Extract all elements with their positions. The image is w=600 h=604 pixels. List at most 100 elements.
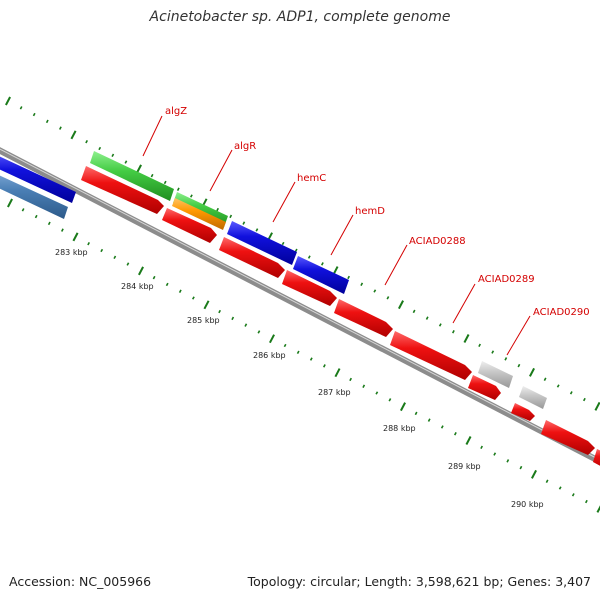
feature-algR-orange xyxy=(172,198,226,230)
topology-text: Topology: circular; Length: 3,598,621 bp… xyxy=(247,574,591,589)
feature-blue-left xyxy=(0,156,76,203)
major-tick xyxy=(334,368,341,378)
minor-tick xyxy=(571,493,575,497)
minor-tick xyxy=(242,221,246,225)
gene-label-ACIAD0288: ACIAD0288 xyxy=(409,236,466,247)
major-tick xyxy=(594,401,600,411)
major-tick xyxy=(529,367,535,377)
minor-tick xyxy=(100,248,104,253)
minor-tick xyxy=(126,262,130,266)
minor-tick xyxy=(543,377,547,381)
minor-tick xyxy=(58,126,62,130)
minor-tick xyxy=(19,106,23,110)
minor-tick xyxy=(558,486,562,490)
minor-tick xyxy=(191,296,195,300)
minor-tick xyxy=(281,241,285,246)
genome-backbone xyxy=(0,147,600,465)
minor-tick xyxy=(32,112,36,117)
major-tick xyxy=(136,164,142,174)
major-tick xyxy=(7,198,13,208)
minor-tick xyxy=(309,357,313,361)
feature-gray-1 xyxy=(478,361,513,388)
minor-tick xyxy=(438,323,442,327)
minor-tick xyxy=(150,173,154,178)
minor-tick xyxy=(412,309,416,314)
minor-tick xyxy=(493,452,497,456)
major-tick xyxy=(531,469,537,479)
outer-tick-row xyxy=(5,96,600,411)
minor-tick xyxy=(176,187,180,191)
minor-tick xyxy=(283,343,287,348)
gene-labels: algZ algR hemC hemD ACIAD0288 ACIAD0289 … xyxy=(165,106,590,318)
minor-tick xyxy=(360,282,364,286)
gene-label-algZ: algZ xyxy=(165,106,187,117)
minor-tick xyxy=(21,208,25,212)
minor-tick xyxy=(478,343,482,347)
feature-algZ-green xyxy=(90,151,174,201)
minor-tick xyxy=(584,499,588,504)
red-arrow-6 xyxy=(390,331,472,380)
minor-tick xyxy=(373,289,377,293)
minor-tick xyxy=(545,479,549,483)
minor-tick xyxy=(98,146,102,151)
minor-tick xyxy=(440,425,444,429)
minor-tick xyxy=(349,377,353,382)
minor-tick xyxy=(347,275,351,280)
scale-label-287: 287 kbp xyxy=(318,388,351,397)
scale-label-284: 284 kbp xyxy=(121,282,154,291)
minor-tick xyxy=(255,228,259,232)
red-arrow-7 xyxy=(468,375,501,400)
scale-label-289: 289 kbp xyxy=(448,462,481,471)
minor-tick xyxy=(163,180,167,185)
minor-tick xyxy=(427,418,431,422)
gene-label-algR: algR xyxy=(234,141,256,152)
major-tick xyxy=(463,334,470,343)
red-arrow-3 xyxy=(219,237,285,278)
minor-tick xyxy=(231,316,235,321)
scale-label-290: 290 kbp xyxy=(511,500,544,509)
minor-tick xyxy=(229,214,233,219)
genome-title: Acinetobacter sp. ADP1, complete genome xyxy=(149,9,451,25)
minor-tick xyxy=(218,309,222,314)
callout-lines xyxy=(142,115,531,356)
minor-tick xyxy=(34,214,38,219)
minor-tick xyxy=(322,364,326,368)
red-arrow-4 xyxy=(282,270,337,306)
feature-steel-left xyxy=(0,175,68,219)
major-tick xyxy=(398,300,404,310)
minor-tick xyxy=(414,411,418,416)
minor-tick xyxy=(111,153,115,157)
minor-tick xyxy=(362,384,366,388)
gene-label-hemC: hemC xyxy=(297,173,326,184)
minor-tick xyxy=(178,289,182,293)
minor-tick xyxy=(375,391,379,395)
scale-label-286: 286 kbp xyxy=(253,351,286,360)
scale-label-288: 288 kbp xyxy=(383,424,416,433)
minor-tick xyxy=(569,391,573,395)
minor-tick xyxy=(556,384,560,388)
minor-tick xyxy=(244,323,248,327)
minor-tick xyxy=(216,207,220,212)
minor-tick xyxy=(60,228,64,232)
minor-tick xyxy=(294,248,298,252)
minor-tick xyxy=(124,160,128,164)
minor-tick xyxy=(307,255,311,259)
major-tick xyxy=(203,300,210,310)
minor-tick xyxy=(296,350,300,354)
major-tick xyxy=(70,130,77,140)
minor-tick xyxy=(87,242,91,246)
minor-tick xyxy=(480,445,484,449)
major-tick xyxy=(400,402,406,412)
minor-tick xyxy=(113,255,117,259)
red-arrow-5 xyxy=(334,299,393,337)
minor-tick xyxy=(189,194,193,198)
minor-tick xyxy=(47,221,51,226)
minor-tick xyxy=(491,350,495,354)
red-arrow-1 xyxy=(81,166,164,214)
red-arrow-8 xyxy=(511,403,535,421)
scale-label-285: 285 kbp xyxy=(187,316,220,325)
minor-tick xyxy=(451,330,455,334)
feature-hemC-blue xyxy=(227,221,297,265)
red-arrow-10 xyxy=(593,449,600,466)
